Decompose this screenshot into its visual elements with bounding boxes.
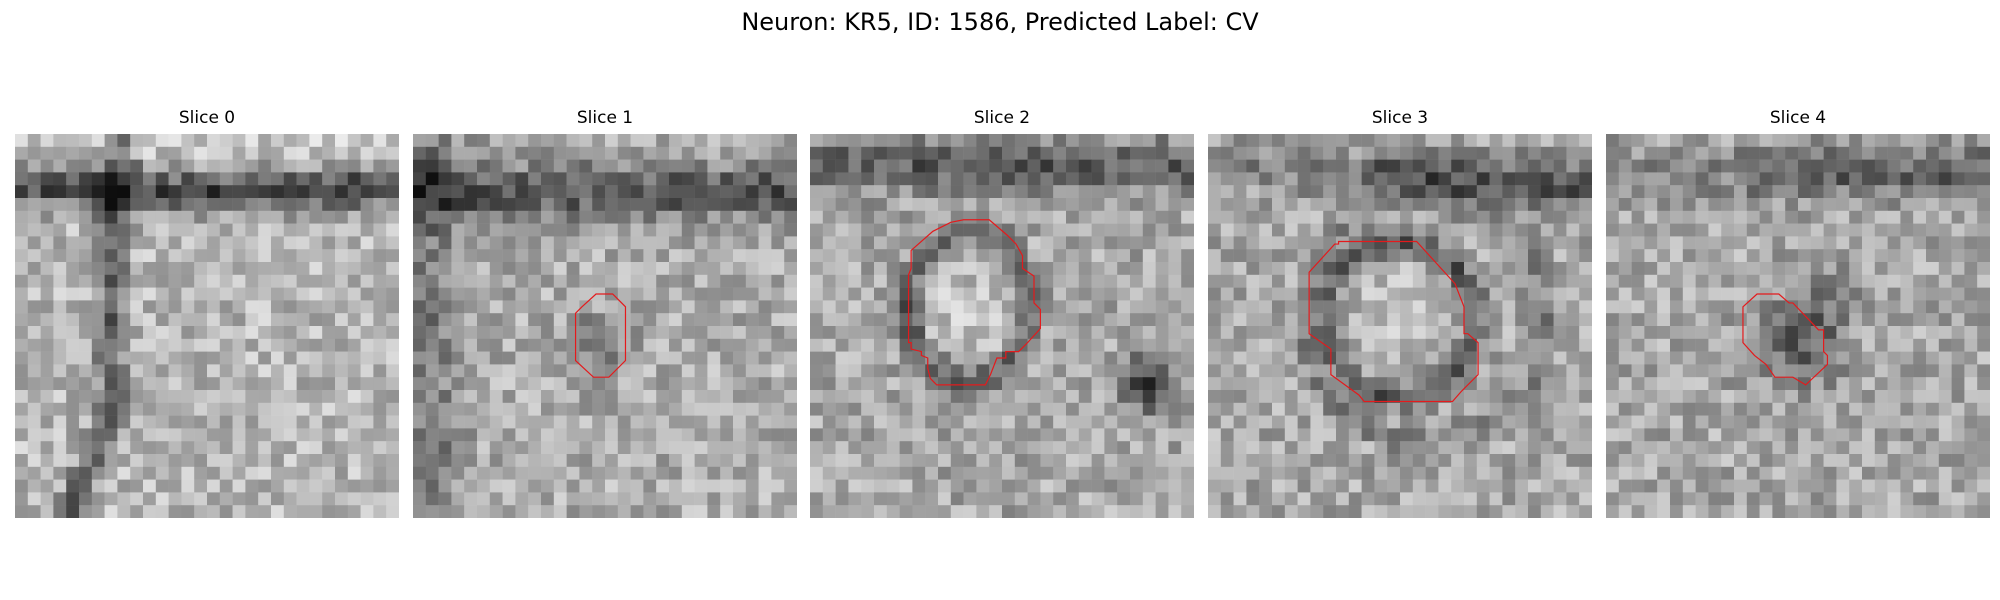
em-pixel-grid <box>810 134 1194 518</box>
em-pixel-grid <box>15 134 399 518</box>
slice-title: Slice 4 <box>1769 108 1827 128</box>
slice-title: Slice 3 <box>1371 108 1429 128</box>
figure-title: Neuron: KR5, ID: 1586, Predicted Label: … <box>741 8 1259 36</box>
slice-image-1 <box>413 134 797 518</box>
slice-image-2 <box>810 134 1194 518</box>
slice-title: Slice 1 <box>576 108 634 128</box>
em-pixel-grid <box>413 134 797 518</box>
slice-image-3 <box>1208 134 1592 518</box>
em-pixel-grid <box>1606 134 1990 518</box>
slice-image-0 <box>15 134 399 518</box>
segmentation-contour <box>1309 242 1478 402</box>
slice-title: Slice 0 <box>178 108 236 128</box>
segmentation-contour <box>909 220 1041 385</box>
slice-title: Slice 2 <box>973 108 1031 128</box>
em-pixel-grid <box>1208 134 1592 518</box>
segmentation-contour <box>1743 294 1827 385</box>
slice-image-4 <box>1606 134 1990 518</box>
segmentation-contour <box>576 294 626 377</box>
